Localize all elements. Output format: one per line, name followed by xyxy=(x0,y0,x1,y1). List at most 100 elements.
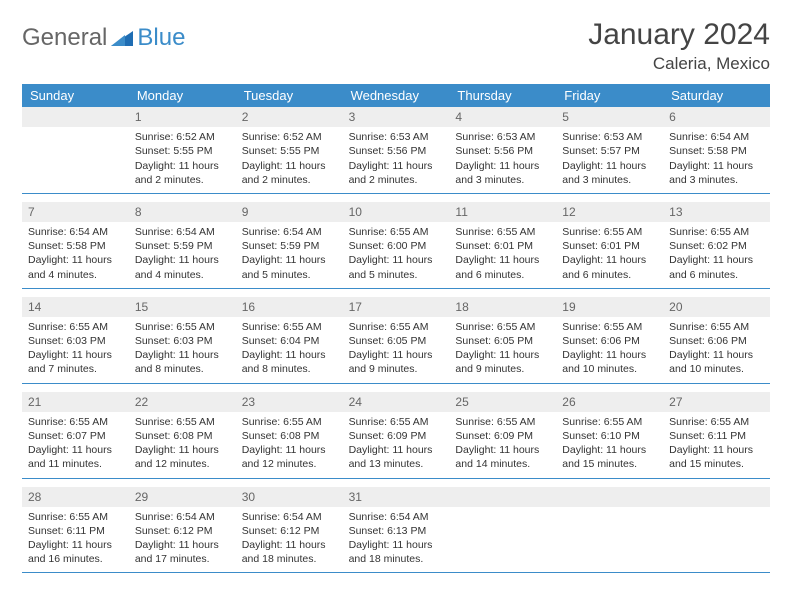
day-number: 14 xyxy=(22,297,129,317)
weekday-label: Tuesday xyxy=(236,84,343,107)
day-number: 5 xyxy=(556,107,663,127)
header: General Blue January 2024 Caleria, Mexic… xyxy=(22,18,770,74)
day-cell: 5Sunrise: 6:53 AMSunset: 5:57 PMDaylight… xyxy=(556,107,663,193)
sunrise-text: Sunrise: 6:52 AM xyxy=(242,130,337,144)
sunrise-text: Sunrise: 6:55 AM xyxy=(562,225,657,239)
daylight-text: Daylight: 11 hours and 11 minutes. xyxy=(28,443,123,471)
day-cell: 16 Sunrise: 6:55 AMSunset: 6:04 PMDayligh… xyxy=(236,297,343,383)
daylight-text: Daylight: 11 hours and 18 minutes. xyxy=(349,538,444,566)
sunset-text: Sunset: 6:03 PM xyxy=(135,334,230,348)
day-number: 13 xyxy=(663,202,770,222)
weekday-label: Saturday xyxy=(663,84,770,107)
sunrise-text: Sunrise: 6:55 AM xyxy=(455,320,550,334)
sunrise-text: Sunrise: 6:55 AM xyxy=(135,415,230,429)
day-number: 4 xyxy=(449,107,556,127)
daylight-text: Daylight: 11 hours and 9 minutes. xyxy=(455,348,550,376)
day-cell: 1Sunrise: 6:52 AMSunset: 5:55 PMDaylight… xyxy=(129,107,236,193)
day-number: 16 xyxy=(236,297,343,317)
week-row: 28Sunrise: 6:55 AMSunset: 6:11 PMDayligh… xyxy=(22,487,770,574)
sunset-text: Sunset: 6:09 PM xyxy=(349,429,444,443)
day-number: 11 xyxy=(449,202,556,222)
daylight-text: Daylight: 11 hours and 15 minutes. xyxy=(562,443,657,471)
daylight-text: Daylight: 11 hours and 18 minutes. xyxy=(242,538,337,566)
week-row: 14 Sunrise: 6:55 AM Sunset: 6:03 PM Dayligh… xyxy=(22,297,770,384)
day-cell: 3Sunrise: 6:53 AMSunset: 5:56 PMDaylight… xyxy=(343,107,450,193)
sunrise-text: Sunrise: 6:55 AM xyxy=(242,415,337,429)
logo: General Blue xyxy=(22,18,185,52)
daylight-text: Daylight: 11 hours and 13 minutes. xyxy=(349,443,444,471)
sunset-text: Sunset: 6:02 PM xyxy=(669,239,764,253)
daylight-text: Daylight: 11 hours and 8 minutes. xyxy=(242,348,337,376)
daylight-text: Daylight: 11 hours and 5 minutes. xyxy=(242,253,337,281)
day-cell: 31Sunrise: 6:54 AMSunset: 6:13 PMDayligh… xyxy=(343,487,450,573)
day-number: 21 xyxy=(22,392,129,412)
weekday-label: Sunday xyxy=(22,84,129,107)
sunset-text: Sunset: 6:05 PM xyxy=(349,334,444,348)
day-number: 30 xyxy=(236,487,343,507)
sunset-text: Sunset: 6:06 PM xyxy=(562,334,657,348)
sunrise-text: Sunrise: 6:53 AM xyxy=(562,130,657,144)
sunset-text: Sunset: 6:08 PM xyxy=(135,429,230,443)
day-cell: 27Sunrise: 6:55 AMSunset: 6:11 PMDayligh… xyxy=(663,392,770,478)
day-cell: 7Sunrise: 6:54 AMSunset: 5:58 PMDaylight… xyxy=(22,202,129,288)
weekday-header: Sunday Monday Tuesday Wednesday Thursday… xyxy=(22,84,770,107)
day-number xyxy=(449,487,556,507)
sunrise-text: Sunrise: 6:54 AM xyxy=(135,510,230,524)
sunrise-text: Sunrise: 6:55 AM xyxy=(28,510,123,524)
day-cell: 24Sunrise: 6:55 AMSunset: 6:09 PMDayligh… xyxy=(343,392,450,478)
day-number: 17 xyxy=(343,297,450,317)
daylight-text: Daylight: 11 hours and 3 minutes. xyxy=(455,159,550,187)
day-cell: 20Sunrise: 6:55 AMSunset: 6:06 PMDayligh… xyxy=(663,297,770,383)
day-cell xyxy=(556,487,663,573)
daylight-text: Daylight: 11 hours and 4 minutes. xyxy=(28,253,123,281)
sunrise-text: Sunrise: 6:55 AM xyxy=(349,225,444,239)
day-cell: 22Sunrise: 6:55 AMSunset: 6:08 PMDayligh… xyxy=(129,392,236,478)
day-cell: 17Sunrise: 6:55 AMSunset: 6:05 PMDayligh… xyxy=(343,297,450,383)
day-number: 2 xyxy=(236,107,343,127)
month-title: January 2024 xyxy=(588,18,770,52)
title-block: January 2024 Caleria, Mexico xyxy=(588,18,770,74)
day-cell: 11Sunrise: 6:55 AMSunset: 6:01 PMDayligh… xyxy=(449,202,556,288)
day-cell: 28Sunrise: 6:55 AMSunset: 6:11 PMDayligh… xyxy=(22,487,129,573)
day-cell: 8Sunrise: 6:54 AMSunset: 5:59 PMDaylight… xyxy=(129,202,236,288)
day-number: 24 xyxy=(343,392,450,412)
day-cell xyxy=(22,107,129,193)
day-number: 15 xyxy=(129,297,236,317)
day-cell: 25Sunrise: 6:55 AMSunset: 6:09 PMDayligh… xyxy=(449,392,556,478)
day-number: 3 xyxy=(343,107,450,127)
sunrise-text: Sunrise: 6:54 AM xyxy=(669,130,764,144)
day-cell: 14Sunrise: 6:55 AMSunset: 6:03 PMDayligh… xyxy=(22,297,129,383)
day-number: 26 xyxy=(556,392,663,412)
weekday-label: Thursday xyxy=(449,84,556,107)
day-number: 19 xyxy=(556,297,663,317)
sunrise-text: Sunrise: 6:52 AM xyxy=(135,130,230,144)
day-number: 7 xyxy=(22,202,129,222)
daylight-text: Daylight: 11 hours and 15 minutes. xyxy=(669,443,764,471)
sunrise-text: Sunrise: 6:55 AM xyxy=(28,415,123,429)
day-number: 18 xyxy=(449,297,556,317)
sunset-text: Sunset: 6:04 PM xyxy=(242,334,337,348)
daylight-text: Daylight: 11 hours and 6 minutes. xyxy=(562,253,657,281)
day-number xyxy=(663,487,770,507)
daylight-text: Daylight: 11 hours and 17 minutes. xyxy=(135,538,230,566)
daylight-text: Daylight: 11 hours and 16 minutes. xyxy=(28,538,123,566)
weekday-label: Friday xyxy=(556,84,663,107)
sunset-text: Sunset: 6:05 PM xyxy=(455,334,550,348)
sunrise-text: Sunrise: 6:55 AM xyxy=(669,320,764,334)
sunset-text: Sunset: 6:11 PM xyxy=(28,524,123,538)
sunset-text: Sunset: 5:59 PM xyxy=(135,239,230,253)
daylight-text: Daylight: 11 hours and 14 minutes. xyxy=(455,443,550,471)
sunrise-text: Sunrise: 6:55 AM xyxy=(669,225,764,239)
daylight-text: Daylight: 11 hours and 4 minutes. xyxy=(135,253,230,281)
day-number xyxy=(556,487,663,507)
sunrise-text: Sunrise: 6:55 AM xyxy=(562,320,657,334)
day-cell: 21Sunrise: 6:55 AMSunset: 6:07 PMDayligh… xyxy=(22,392,129,478)
sunset-text: Sunset: 5:59 PM xyxy=(242,239,337,253)
daylight-text: Daylight: 11 hours and 12 minutes. xyxy=(135,443,230,471)
daylight-text: Daylight: 11 hours and 2 minutes. xyxy=(135,159,230,187)
sunrise-text: Sunrise: 6:55 AM xyxy=(242,320,337,334)
day-cell: 13Sunrise: 6:55 AMSunset: 6:02 PMDayligh… xyxy=(663,202,770,288)
daylight-text: Daylight: 11 hours and 6 minutes. xyxy=(455,253,550,281)
sunrise-text: Sunrise: 6:53 AM xyxy=(455,130,550,144)
day-cell: 26Sunrise: 6:55 AMSunset: 6:10 PMDayligh… xyxy=(556,392,663,478)
